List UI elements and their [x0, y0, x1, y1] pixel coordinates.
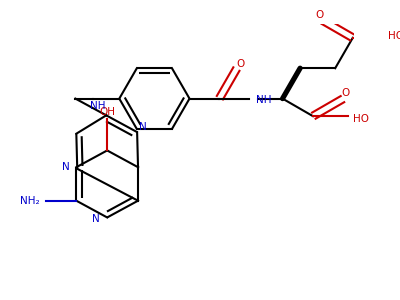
- Text: N: N: [139, 122, 147, 132]
- Text: NH: NH: [256, 95, 272, 105]
- Text: NH: NH: [90, 101, 105, 111]
- Text: O: O: [316, 10, 324, 20]
- Text: O: O: [236, 59, 244, 69]
- Text: N: N: [62, 162, 69, 172]
- Text: NH₂: NH₂: [20, 196, 40, 206]
- Text: OH: OH: [99, 107, 115, 117]
- Text: HO: HO: [353, 114, 369, 124]
- Text: N: N: [92, 214, 100, 224]
- Text: O: O: [341, 88, 349, 98]
- Text: HO: HO: [388, 31, 400, 41]
